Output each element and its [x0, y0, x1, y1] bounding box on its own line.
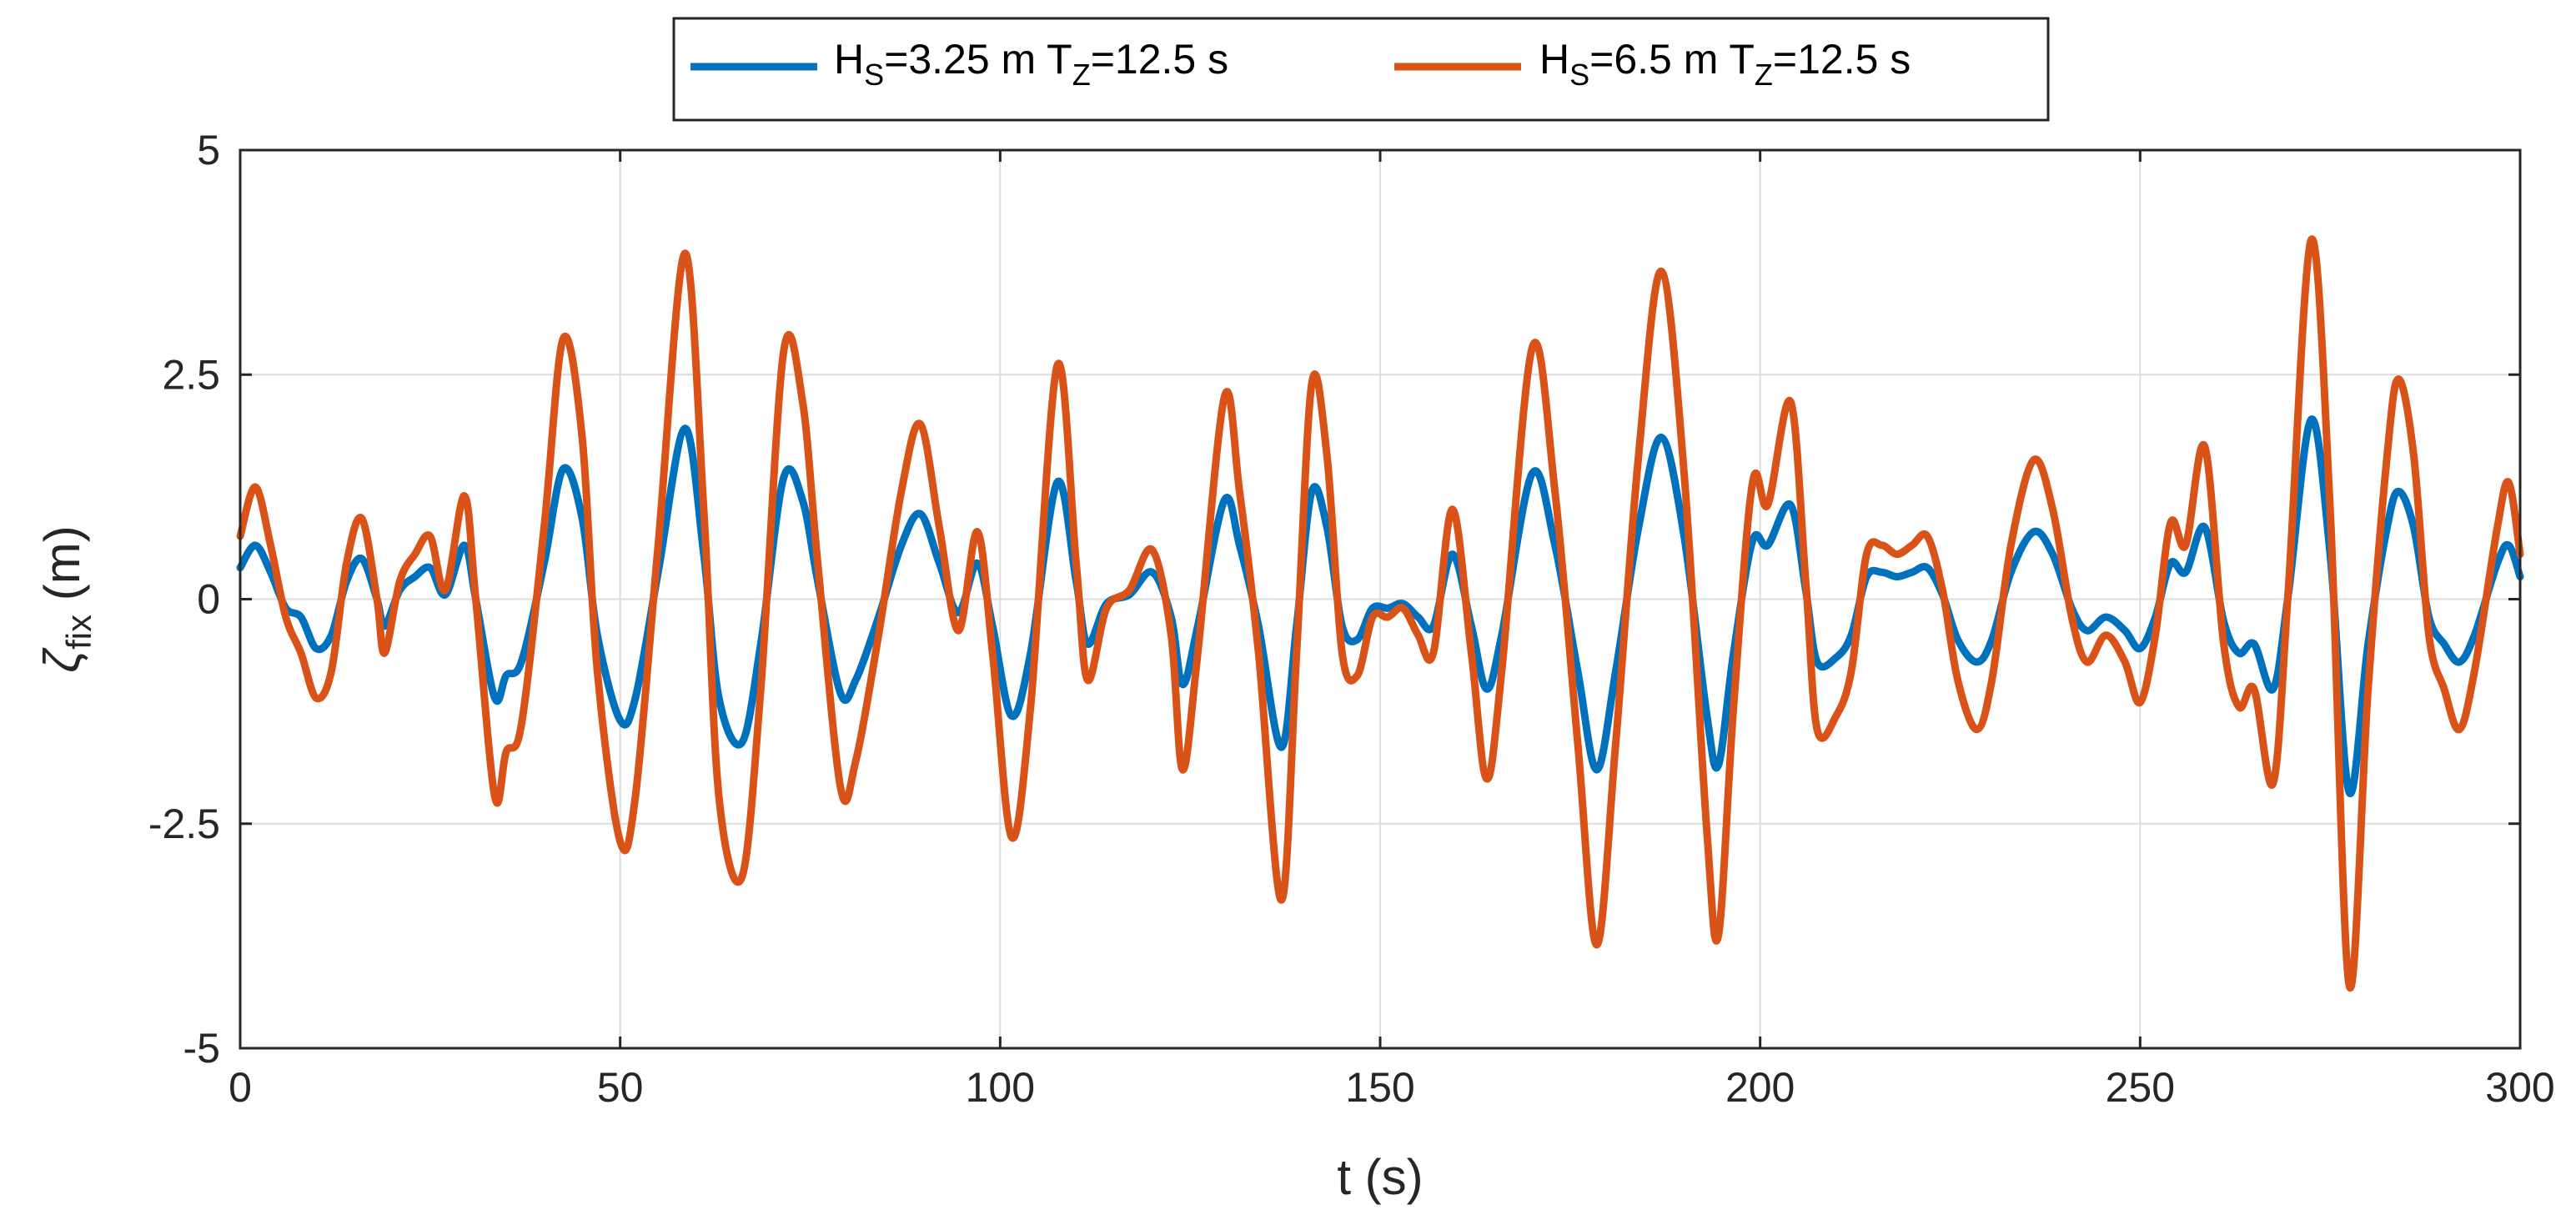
y-tick-label: 0: [197, 576, 220, 623]
legend-label-2: HS=6.5 m TZ=12.5 s: [1539, 36, 1911, 92]
x-tick-label: 300: [2485, 1064, 2554, 1111]
legend-label-1: HS=3.25 m TZ=12.5 s: [834, 36, 1228, 92]
x-tick-label: 100: [966, 1064, 1035, 1111]
x-axis-label: t (s): [1337, 1149, 1423, 1205]
x-tick-label: 250: [2106, 1064, 2175, 1111]
series-line-1: [236, 415, 2524, 798]
series-group: [236, 235, 2524, 992]
x-tick-label: 200: [1725, 1064, 1795, 1111]
y-axis-label-sub: fix: [59, 615, 98, 650]
y-tick-label: 5: [197, 127, 220, 173]
y-tick-label: -2.5: [148, 801, 220, 847]
series-line-2: [236, 235, 2524, 992]
y-axis-label: ζfix (m): [34, 525, 98, 672]
legend: HS=3.25 m TZ=12.5 s HS=6.5 m TZ=12.5 s: [672, 17, 2050, 122]
y-tick-label: -5: [183, 1025, 220, 1072]
x-tick-label: 150: [1345, 1064, 1414, 1111]
x-tick-label: 0: [228, 1064, 252, 1111]
y-axis-label-unit: (m): [34, 525, 90, 615]
x-axis: 0 50 100 150 200 250 300: [228, 150, 2555, 1111]
grid: [239, 149, 2521, 1049]
legend-items: HS=3.25 m TZ=12.5 s HS=6.5 m TZ=12.5 s: [690, 36, 1911, 92]
y-axis-label-main: ζ: [34, 647, 90, 673]
legend-box: [672, 17, 2050, 122]
y-tick-label: 2.5: [162, 351, 220, 398]
y-axis: -5 -2.5 0 2.5 5: [148, 127, 2520, 1072]
x-tick-label: 50: [597, 1064, 644, 1111]
